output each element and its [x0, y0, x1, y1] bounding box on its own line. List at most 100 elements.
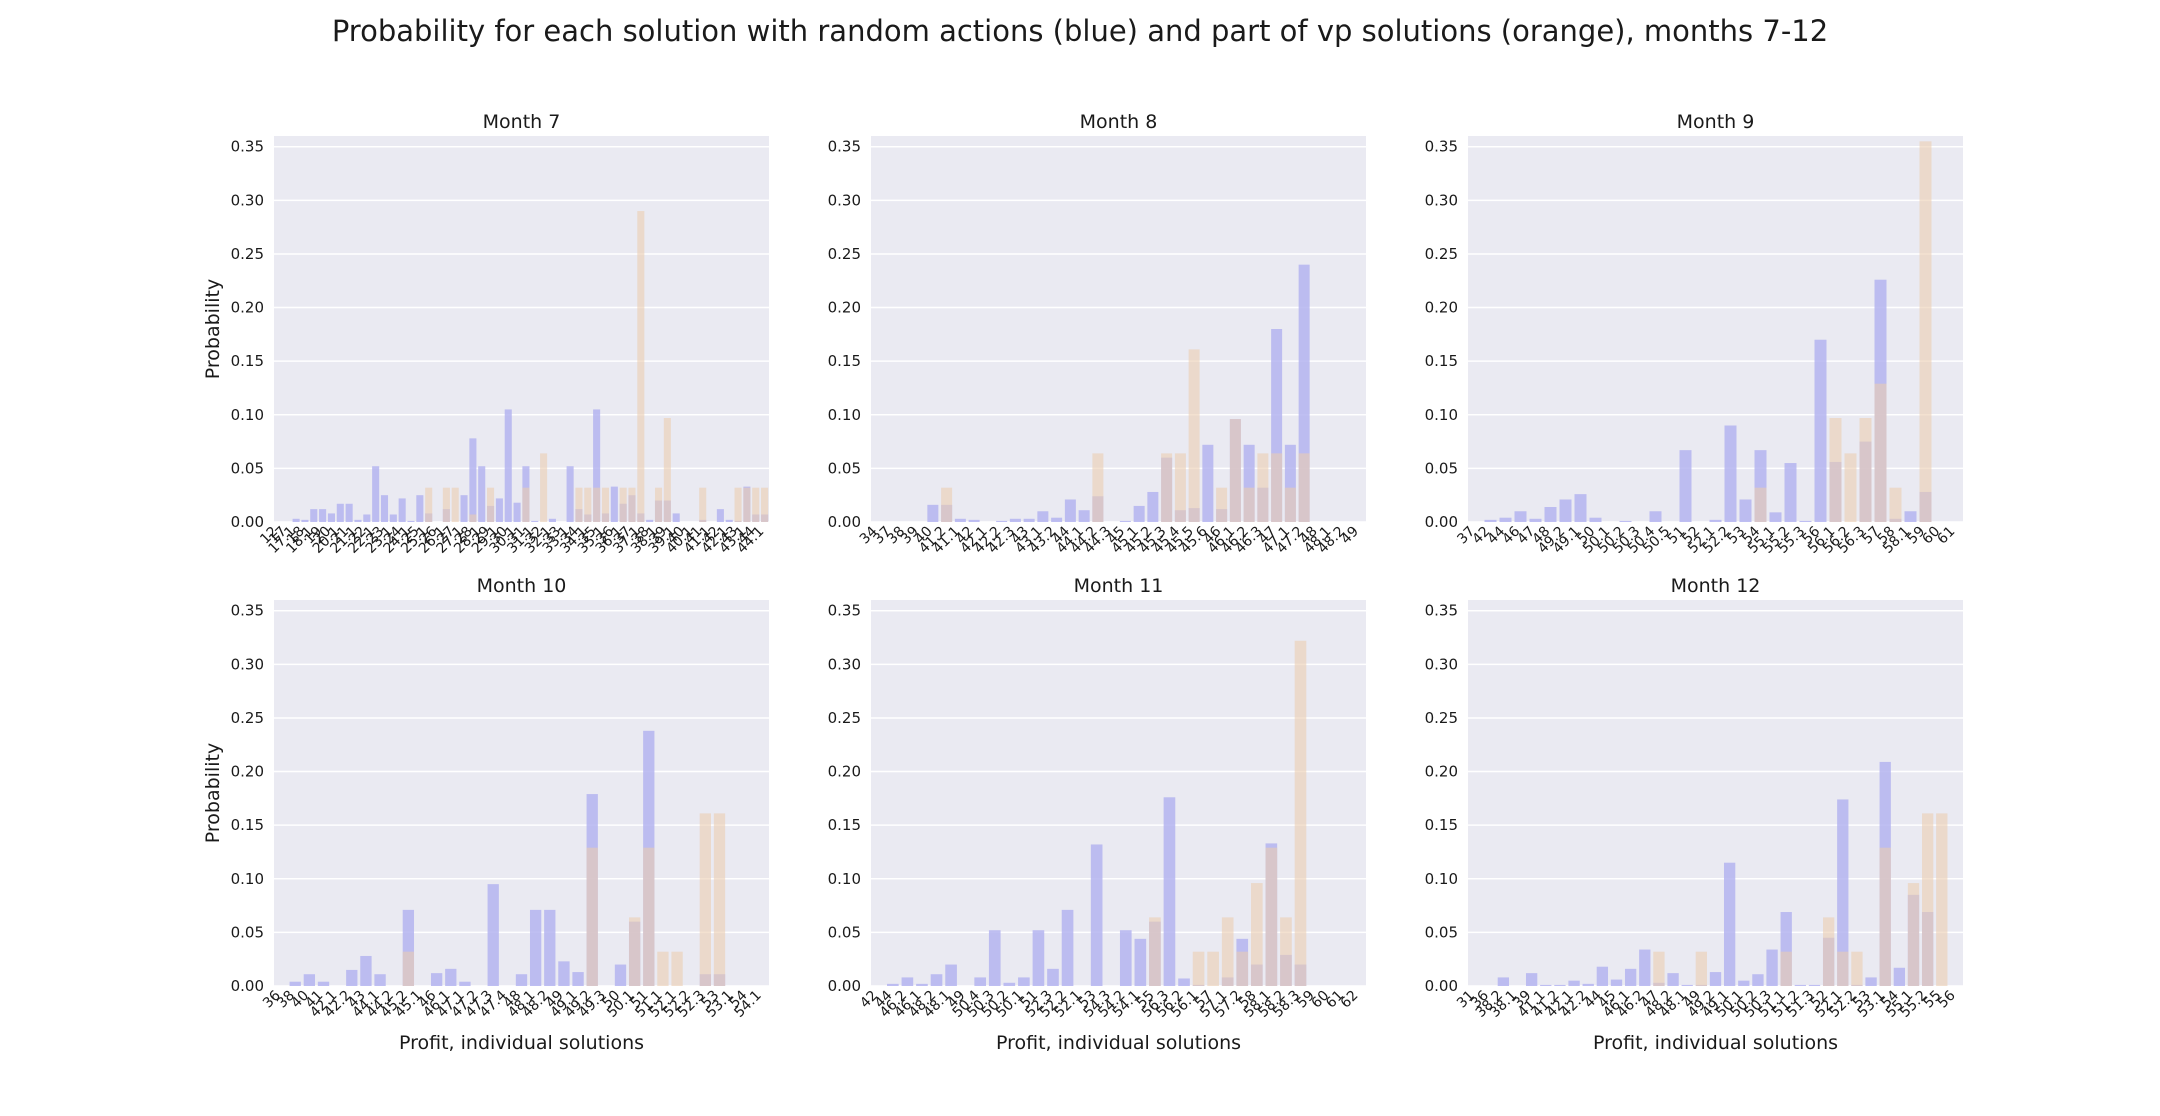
bar-random: [1738, 980, 1750, 986]
bar-random: [1814, 339, 1827, 522]
bar-vp: [1294, 640, 1307, 986]
bar-random: [610, 486, 618, 522]
y-tick-label: 0.00: [1425, 977, 1458, 995]
bar-random: [402, 909, 415, 986]
bar-vp: [699, 813, 712, 986]
bar-random: [1499, 517, 1512, 522]
bar-vp: [637, 211, 645, 523]
bar-random: [363, 514, 371, 522]
bar-vp: [663, 417, 671, 522]
bar-vp: [1250, 883, 1263, 986]
bar-vp: [1822, 917, 1835, 986]
bar-random: [336, 503, 344, 522]
y-tick-label: 0.00: [828, 513, 861, 531]
y-axis-label: Probability: [202, 743, 224, 843]
bar-random: [1904, 511, 1917, 522]
bar-random: [1032, 930, 1045, 986]
bar-vp: [1889, 487, 1902, 522]
bar-random: [544, 909, 556, 986]
bar-random: [646, 519, 654, 522]
bar-random: [1554, 984, 1566, 986]
bar-vp: [657, 951, 669, 986]
y-tick-label: 0.25: [231, 709, 264, 727]
bar-vp: [1284, 487, 1296, 522]
bar-random: [566, 466, 574, 522]
y-tick-label: 0.05: [1425, 923, 1458, 941]
bar-vp: [619, 487, 627, 522]
bar-random: [1271, 329, 1283, 522]
chart-title: Month 7: [483, 111, 561, 133]
bar-random: [1163, 797, 1176, 986]
bar-vp: [761, 487, 769, 522]
bar-random: [1739, 499, 1752, 522]
bar-vp: [1874, 383, 1887, 522]
figure-suptitle: Probability for each solution with rando…: [331, 14, 1829, 48]
bar-random: [1078, 510, 1090, 522]
bar-random: [416, 495, 424, 522]
x-tick-label: 49: [1338, 524, 1362, 548]
bar-random: [1769, 512, 1782, 522]
bar-vp: [628, 487, 636, 522]
bar-random: [954, 518, 966, 522]
y-tick-label: 0.10: [828, 870, 861, 888]
bar-random: [380, 495, 389, 522]
bar-vp: [1780, 951, 1792, 986]
chart-panel-4: 0.000.050.100.150.200.250.300.3536384041…: [202, 575, 769, 1054]
bar-random: [1865, 977, 1877, 986]
plot-area: [1468, 136, 1963, 522]
bar-vp: [1695, 951, 1708, 986]
bar-vp: [1919, 141, 1932, 522]
y-tick-label: 0.35: [1425, 138, 1458, 156]
bar-random: [1061, 909, 1074, 986]
bar-random: [1837, 799, 1849, 986]
bar-vp: [442, 487, 450, 522]
bar-random: [1766, 949, 1778, 986]
bar-random: [1529, 518, 1542, 522]
y-tick-label: 0.15: [828, 816, 861, 834]
bar-random: [1574, 494, 1587, 522]
bar-random: [1202, 444, 1214, 522]
bar-vp: [1653, 951, 1665, 986]
bar-random: [1568, 980, 1580, 986]
y-tick-label: 0.15: [828, 352, 861, 370]
y-tick-label: 0.00: [231, 513, 264, 531]
bar-vp: [643, 847, 655, 986]
bar-random: [445, 968, 457, 986]
plot-area: [274, 600, 769, 986]
bar-random: [407, 520, 415, 522]
y-tick-label: 0.10: [1425, 870, 1458, 888]
y-tick-label: 0.25: [231, 245, 264, 263]
bar-random: [1639, 949, 1651, 986]
bar-vp: [1844, 453, 1857, 522]
y-tick-label: 0.35: [231, 138, 264, 156]
bar-vp: [1921, 813, 1934, 986]
bar-random: [968, 519, 980, 522]
y-tick-label: 0.25: [828, 709, 861, 727]
bar-vp: [1207, 951, 1219, 986]
bar-random: [558, 961, 570, 986]
y-tick-label: 0.10: [828, 406, 861, 424]
bar-random: [725, 519, 733, 522]
bar-random: [1582, 983, 1594, 986]
bar-vp: [699, 487, 707, 522]
bar-random: [1090, 844, 1103, 986]
y-tick-label: 0.35: [828, 138, 861, 156]
bar-vp: [1192, 951, 1205, 986]
y-tick-label: 0.15: [231, 352, 264, 370]
bar-vp: [713, 813, 726, 986]
bar-vp: [671, 951, 683, 986]
bar-random: [289, 981, 301, 986]
bar-vp: [1188, 349, 1200, 522]
bar-random: [1752, 974, 1764, 986]
y-tick-label: 0.30: [231, 191, 264, 209]
bar-vp: [1837, 951, 1849, 986]
bar-random: [513, 502, 521, 522]
bar-random: [614, 964, 627, 986]
chart-panel-1: 0.000.050.100.150.200.250.300.35121717.1…: [202, 111, 769, 557]
y-tick-label: 0.15: [231, 816, 264, 834]
y-tick-label: 0.20: [1425, 763, 1458, 781]
bar-random: [430, 973, 443, 986]
bar-vp: [1851, 951, 1863, 986]
y-tick-label: 0.30: [1425, 191, 1458, 209]
bar-vp: [1280, 917, 1292, 986]
